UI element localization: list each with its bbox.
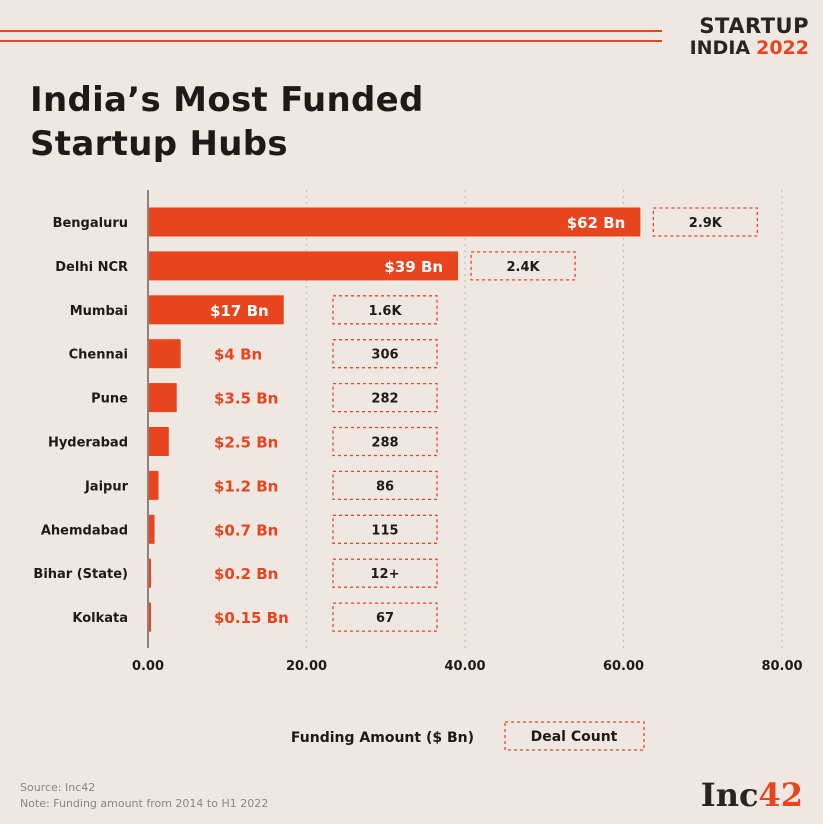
brand-mark: STARTUP INDIA 2022: [690, 14, 809, 60]
deal-count-label: 86: [376, 479, 394, 494]
x-tick-label: 0.00: [132, 659, 164, 674]
legend-deals: Deal Count: [531, 729, 618, 745]
bar: [149, 602, 151, 632]
x-tick-label: 40.00: [444, 659, 485, 674]
data-label: $1.2 Bn: [214, 477, 278, 495]
data-label: $0.2 Bn: [214, 565, 278, 583]
deal-count-label: 2.9K: [689, 216, 723, 231]
legend-funding: Funding Amount ($ Bn): [291, 730, 474, 746]
funding-note: Note: Funding amount from 2014 to H1 202…: [20, 797, 269, 810]
deal-count-label: 282: [371, 392, 398, 407]
top-rule-1: [0, 30, 662, 32]
bar: [149, 427, 169, 456]
bar: [149, 295, 284, 325]
category-label: Ahemdabad: [41, 523, 128, 538]
source-note: Source: Inc42: [20, 781, 96, 794]
deal-count-label: 2.4K: [507, 260, 541, 275]
category-label: Chennai: [69, 348, 128, 363]
category-label: Pune: [91, 392, 128, 407]
chart-title-line1: India’s Most Funded: [30, 80, 424, 120]
footer: Source: Inc42 Note: Funding amount from …: [20, 780, 268, 812]
logo-inc: Inc: [700, 776, 759, 814]
deal-count-label: 288: [371, 436, 398, 451]
bar: [149, 558, 151, 588]
data-label: $0.7 Bn: [214, 521, 278, 539]
bar: [149, 339, 181, 369]
deal-count-label: 1.6K: [368, 304, 402, 319]
category-label: Kolkata: [72, 611, 128, 626]
legend-deal-box: [504, 721, 645, 751]
deal-count-label: 12+: [371, 567, 400, 582]
data-label: $3.5 Bn: [214, 390, 278, 408]
category-label: Jaipur: [84, 479, 129, 494]
bar: [149, 470, 159, 500]
bar: [149, 383, 177, 413]
brand-line1: STARTUP: [699, 14, 809, 38]
x-tick-label: 80.00: [761, 659, 802, 674]
bar: [149, 251, 459, 281]
deal-count-label: 306: [371, 348, 398, 363]
data-label: $0.15 Bn: [214, 609, 289, 627]
deal-count-label: 115: [371, 523, 398, 538]
bar: [149, 207, 641, 237]
data-label: $39 Bn: [384, 258, 443, 276]
chart-title-line2: Startup Hubs: [30, 124, 288, 164]
category-label: Mumbai: [70, 304, 128, 319]
data-label: $62 Bn: [567, 214, 626, 232]
top-rule-2: [0, 40, 662, 42]
brand-line2: INDIA 2022: [689, 37, 809, 60]
x-tick-label: 60.00: [603, 659, 644, 674]
deal-count-label: 67: [376, 611, 394, 626]
inc42-logo: Inc42: [701, 776, 803, 814]
data-label: $2.5 Bn: [214, 434, 278, 452]
category-label: Delhi NCR: [55, 260, 128, 275]
category-label: Bihar (State): [33, 567, 128, 582]
x-tick-label: 20.00: [286, 659, 327, 674]
logo-42: 42: [758, 776, 803, 814]
data-label: $17 Bn: [210, 302, 269, 320]
category-label: Hyderabad: [48, 436, 128, 451]
data-label: $4 Bn: [214, 346, 262, 364]
category-label: Bengaluru: [53, 216, 128, 231]
chart-title: India’s Most Funded Startup Hubs: [30, 78, 424, 166]
brand-india: INDIA: [689, 37, 751, 60]
brand-year: 2022: [756, 37, 809, 60]
bar: [149, 514, 155, 544]
